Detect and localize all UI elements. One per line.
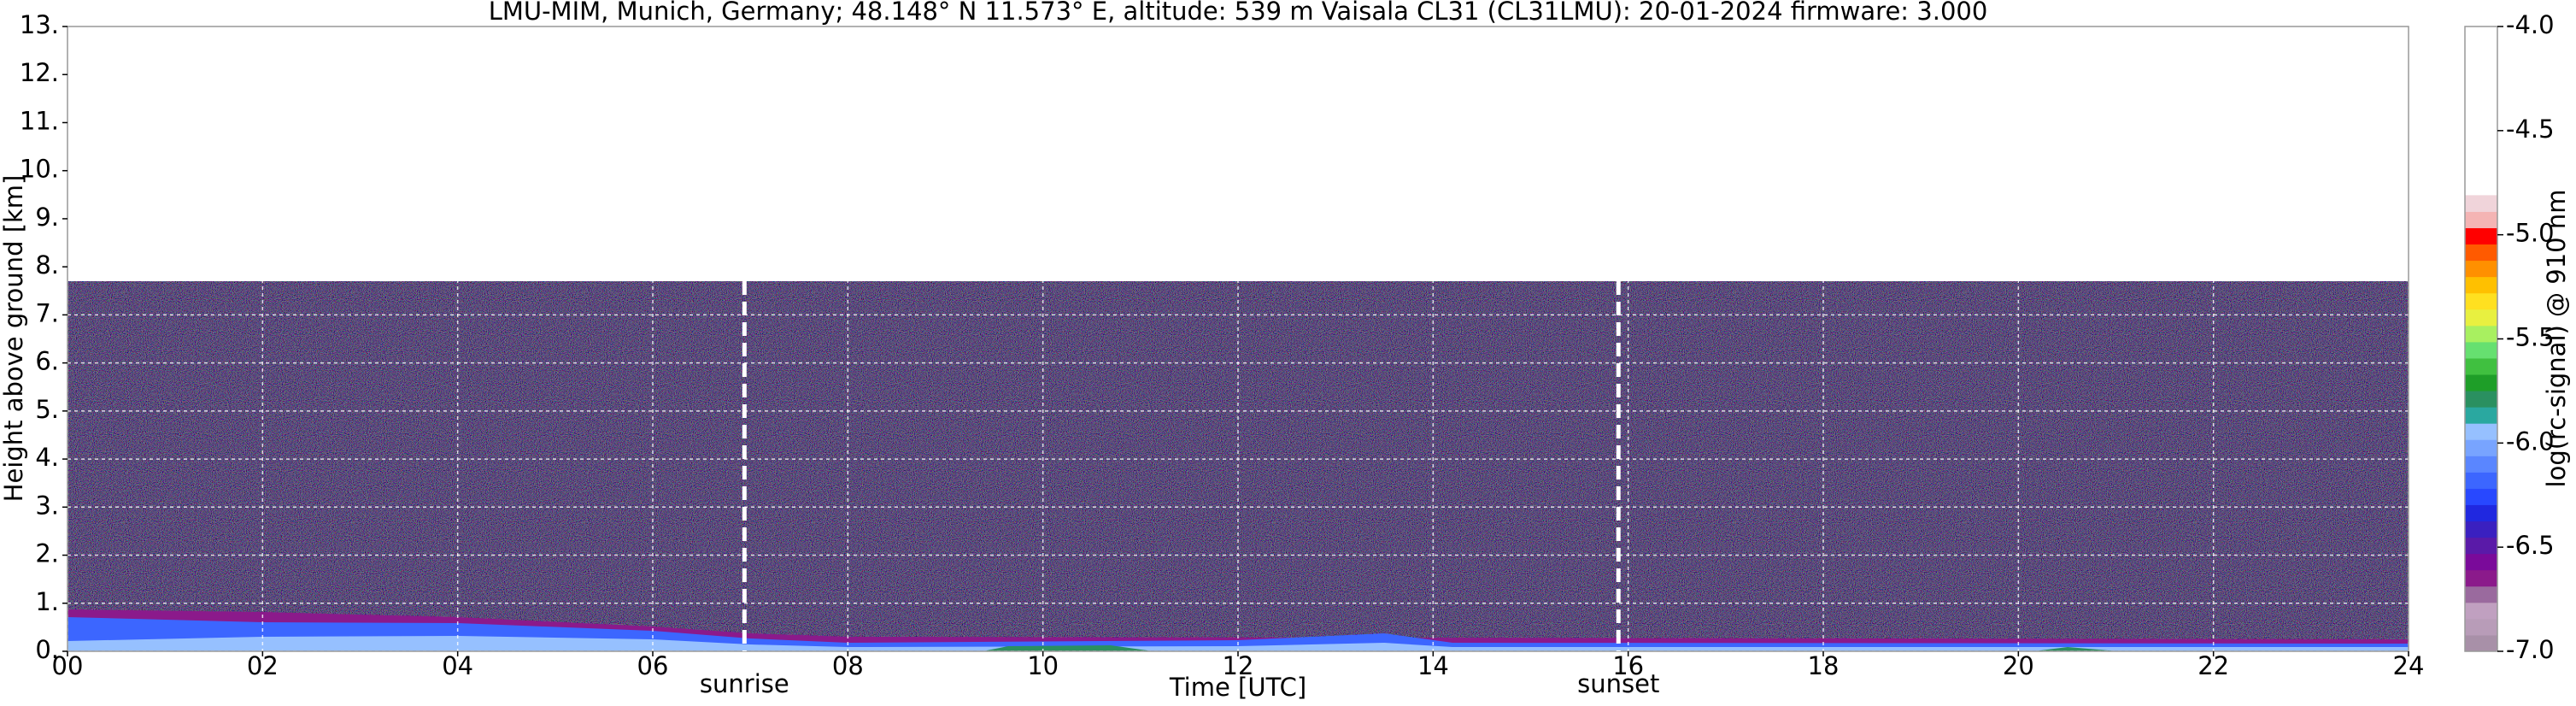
colorbar-tick-label: -6.5 <box>2506 531 2555 560</box>
colorbar-segment <box>2465 585 2497 603</box>
y-tick-label: 11. <box>20 106 59 135</box>
colorbar-segment <box>2465 602 2497 620</box>
colorbar-segment <box>2465 325 2497 343</box>
colorbar-segment <box>2465 439 2497 456</box>
y-tick-label: 4. <box>35 443 59 472</box>
colorbar-segment <box>2465 260 2497 278</box>
colorbar-segment <box>2465 504 2497 522</box>
y-tick-label: 12. <box>20 58 59 87</box>
y-tick-label: 5. <box>35 395 59 424</box>
colorbar-segment <box>2465 407 2497 424</box>
colorbar-segment <box>2465 618 2497 636</box>
y-tick-label: 10. <box>20 155 59 184</box>
colorbar-segment <box>2465 211 2497 228</box>
y-tick-label: 7. <box>35 298 59 327</box>
colorbar-segment <box>2465 195 2497 212</box>
colorbar-tick-label: -5.0 <box>2506 219 2555 248</box>
colorbar-segment <box>2465 391 2497 408</box>
colorbar-segment <box>2465 456 2497 473</box>
colorbar-segment <box>2465 488 2497 505</box>
colorbar-segment <box>2465 472 2497 489</box>
colorbar-tick-label: -6.0 <box>2506 427 2555 456</box>
colorbar-segment <box>2465 634 2497 652</box>
colorbar-segment <box>2465 357 2497 375</box>
colorbar-segment <box>2465 276 2497 294</box>
colorbar-segment <box>2465 537 2497 555</box>
colorbar-segment <box>2465 227 2497 245</box>
y-tick-label: 3. <box>35 491 59 520</box>
colorbar-label: log(rc-signal) @ 910 nm <box>2542 190 2571 488</box>
y-tick-label: 13. <box>20 10 59 39</box>
colorbar-tick-label: -5.5 <box>2506 323 2555 352</box>
colorbar-tick-label: -7.0 <box>2506 635 2555 664</box>
y-tick-label: 2. <box>35 539 59 568</box>
colorbar-segment <box>2465 521 2497 538</box>
y-tick-label: 6. <box>35 347 59 376</box>
colorbar-segment <box>2465 292 2497 310</box>
colorbar-segment <box>2465 569 2497 587</box>
y-tick-label: 9. <box>35 203 59 232</box>
colorbar-segment <box>2465 374 2497 391</box>
chart-title: LMU-MIM, Munich, Germany; 48.148° N 11.5… <box>489 0 1988 26</box>
annotation-label: sunset <box>1577 669 1659 698</box>
y-tick-label: 8. <box>35 250 59 279</box>
colorbar-segment <box>2465 423 2497 440</box>
colorbar-tick-label: -4.5 <box>2506 115 2555 144</box>
x-axis-label: Time [UTC] <box>1169 673 1306 702</box>
y-tick-label: 1. <box>35 587 59 616</box>
colorbar-segment <box>2465 553 2497 571</box>
colorbar-segment <box>2465 244 2497 262</box>
colorbar-segment <box>2465 309 2497 327</box>
annotation-label: sunrise <box>700 669 789 698</box>
colorbar-segment <box>2465 341 2497 359</box>
colorbar: -4.0 -4.5 -5.0 -5.5 -6.0 -6.5 -7.0 <box>2464 10 2555 664</box>
y-tick-label: 0. <box>35 635 59 664</box>
y-axis-label: Height above ground [km] <box>0 175 28 503</box>
boundary-layer-core <box>67 636 2409 651</box>
colorbar-tick-label: -4.0 <box>2506 10 2555 39</box>
